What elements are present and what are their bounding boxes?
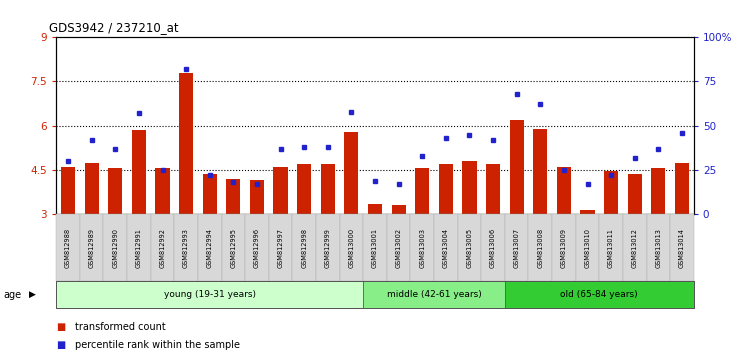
Text: GSM813008: GSM813008 bbox=[537, 228, 543, 268]
Text: percentile rank within the sample: percentile rank within the sample bbox=[75, 340, 240, 350]
Text: transformed count: transformed count bbox=[75, 322, 166, 332]
Bar bbox=[416, 169, 429, 214]
Text: GSM812995: GSM812995 bbox=[230, 228, 236, 268]
Bar bbox=[226, 179, 241, 214]
Bar bbox=[368, 204, 382, 214]
Bar bbox=[392, 205, 406, 214]
Text: GSM813003: GSM813003 bbox=[419, 228, 425, 268]
Text: middle (42-61 years): middle (42-61 years) bbox=[387, 290, 482, 299]
Text: GSM813013: GSM813013 bbox=[656, 228, 662, 268]
Text: GSM812997: GSM812997 bbox=[278, 228, 284, 268]
Text: GSM813001: GSM813001 bbox=[372, 228, 378, 268]
Bar bbox=[274, 167, 288, 214]
Text: GSM812996: GSM812996 bbox=[254, 228, 260, 268]
Text: GSM813002: GSM813002 bbox=[395, 228, 401, 268]
Bar bbox=[344, 132, 358, 214]
Text: GSM813010: GSM813010 bbox=[584, 228, 590, 268]
Text: GSM813014: GSM813014 bbox=[679, 228, 685, 268]
Bar bbox=[556, 167, 571, 214]
Text: ■: ■ bbox=[56, 322, 65, 332]
Text: GSM812991: GSM812991 bbox=[136, 228, 142, 268]
Bar bbox=[580, 210, 595, 214]
Text: GSM813005: GSM813005 bbox=[466, 228, 472, 268]
Bar bbox=[533, 129, 548, 214]
Text: GDS3942 / 237210_at: GDS3942 / 237210_at bbox=[49, 21, 178, 34]
Bar bbox=[628, 175, 642, 214]
Bar bbox=[297, 164, 311, 214]
Bar bbox=[462, 161, 476, 214]
Bar bbox=[132, 130, 146, 214]
Bar bbox=[250, 180, 264, 214]
Text: GSM813012: GSM813012 bbox=[632, 228, 638, 268]
Text: GSM812990: GSM812990 bbox=[112, 228, 118, 268]
Text: GSM813006: GSM813006 bbox=[490, 228, 496, 268]
Text: GSM812988: GSM812988 bbox=[65, 228, 71, 268]
Bar bbox=[651, 169, 665, 214]
Text: GSM812994: GSM812994 bbox=[207, 228, 213, 268]
Text: ■: ■ bbox=[56, 340, 65, 350]
Text: GSM812989: GSM812989 bbox=[88, 228, 94, 268]
Bar bbox=[509, 120, 524, 214]
Text: GSM813004: GSM813004 bbox=[442, 228, 448, 268]
Text: GSM812993: GSM812993 bbox=[183, 228, 189, 268]
Bar bbox=[108, 169, 122, 214]
Text: GSM812999: GSM812999 bbox=[325, 228, 331, 268]
Bar bbox=[675, 162, 689, 214]
Text: GSM813011: GSM813011 bbox=[608, 228, 614, 268]
Bar bbox=[179, 73, 194, 214]
Bar bbox=[604, 171, 618, 214]
Text: ▶: ▶ bbox=[28, 290, 35, 299]
Bar bbox=[439, 164, 453, 214]
Bar bbox=[202, 175, 217, 214]
Bar bbox=[155, 169, 170, 214]
Bar bbox=[61, 167, 75, 214]
Text: GSM812998: GSM812998 bbox=[302, 228, 307, 268]
Text: GSM813009: GSM813009 bbox=[561, 228, 567, 268]
Bar bbox=[321, 164, 334, 214]
Text: GSM813000: GSM813000 bbox=[349, 228, 355, 268]
Bar bbox=[85, 162, 99, 214]
Text: age: age bbox=[4, 290, 22, 300]
Text: GSM813007: GSM813007 bbox=[514, 228, 520, 268]
Text: GSM812992: GSM812992 bbox=[160, 228, 166, 268]
Text: young (19-31 years): young (19-31 years) bbox=[164, 290, 256, 299]
Bar bbox=[486, 164, 500, 214]
Text: old (65-84 years): old (65-84 years) bbox=[560, 290, 638, 299]
